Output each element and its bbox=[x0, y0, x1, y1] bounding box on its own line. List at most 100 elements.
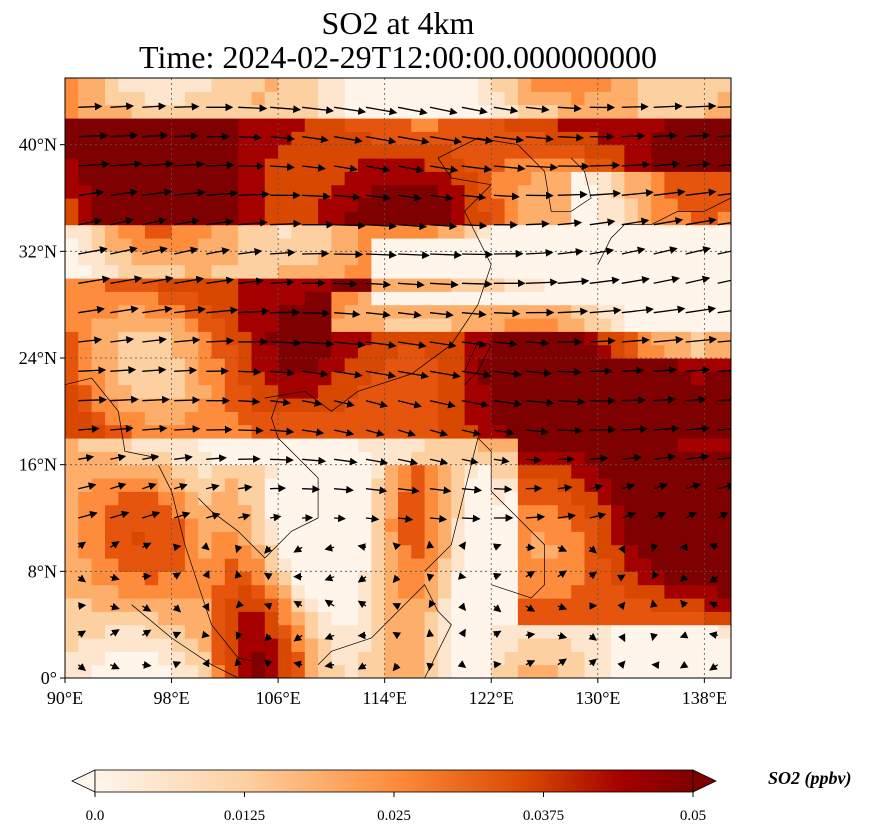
field-cell bbox=[198, 264, 213, 279]
field-cell bbox=[584, 518, 599, 532]
field-cell bbox=[331, 624, 346, 639]
field-cell bbox=[544, 598, 559, 612]
field-cell bbox=[597, 344, 612, 359]
field-cell bbox=[611, 571, 625, 586]
field-cell bbox=[144, 584, 159, 599]
field-cell bbox=[571, 344, 586, 359]
wind-arrow bbox=[717, 428, 731, 431]
field-cell bbox=[224, 464, 239, 479]
field-cell bbox=[637, 558, 652, 572]
field-cell bbox=[331, 158, 346, 172]
wind-arrow bbox=[557, 277, 590, 286]
field-cell bbox=[171, 264, 186, 279]
wind-arrow bbox=[238, 218, 268, 227]
field-cell bbox=[251, 664, 266, 678]
field-cell bbox=[424, 198, 439, 212]
field-cell bbox=[597, 78, 612, 92]
field-cell bbox=[491, 118, 506, 132]
gridlines bbox=[65, 78, 731, 678]
field-cell bbox=[318, 584, 332, 599]
field-cell bbox=[624, 251, 639, 266]
field-cell bbox=[278, 344, 292, 359]
field-cell bbox=[344, 304, 359, 319]
field-cell bbox=[184, 518, 199, 532]
field-cell bbox=[398, 411, 412, 426]
field-cell bbox=[717, 91, 731, 106]
field-cell bbox=[677, 158, 692, 172]
field-cell bbox=[597, 624, 612, 639]
field-cell bbox=[504, 91, 519, 106]
wind-arrow bbox=[174, 305, 206, 314]
field-cell bbox=[557, 78, 572, 92]
field-cell bbox=[224, 598, 239, 612]
field-cell bbox=[251, 331, 266, 346]
field-cell bbox=[704, 291, 719, 306]
field-cell bbox=[238, 198, 253, 212]
field-cell bbox=[291, 611, 306, 626]
field-cell bbox=[131, 238, 146, 252]
field-cell bbox=[517, 118, 532, 132]
wind-arrow bbox=[293, 633, 303, 642]
field-cell bbox=[291, 171, 306, 186]
field-cell bbox=[664, 438, 679, 452]
field-cell bbox=[717, 398, 731, 412]
coastline bbox=[264, 137, 545, 412]
field-cell bbox=[291, 664, 306, 678]
field-cell bbox=[504, 598, 519, 612]
field-cell bbox=[477, 118, 492, 132]
field-cell bbox=[411, 144, 426, 159]
field-cell bbox=[664, 91, 679, 106]
field-cell bbox=[557, 144, 572, 159]
field-cell bbox=[91, 91, 106, 106]
field-cell bbox=[158, 224, 173, 239]
wind-arrow bbox=[201, 542, 210, 551]
field-cell bbox=[664, 624, 679, 639]
field-cell bbox=[491, 384, 506, 399]
wind-arrow bbox=[333, 164, 358, 173]
field-cell bbox=[504, 118, 519, 132]
field-cell bbox=[651, 144, 665, 159]
wind-arrow bbox=[525, 543, 536, 552]
field-cell bbox=[91, 558, 106, 572]
field-cell bbox=[331, 544, 346, 559]
field-cell bbox=[651, 291, 665, 306]
field-cell bbox=[358, 304, 372, 319]
field-cell bbox=[184, 411, 199, 426]
field-cell bbox=[717, 584, 731, 599]
field-cell bbox=[464, 318, 479, 332]
field-cell bbox=[717, 624, 731, 639]
field-cell bbox=[664, 291, 679, 306]
field-cell bbox=[91, 251, 106, 266]
field-cell bbox=[571, 291, 586, 306]
field-cell bbox=[664, 611, 679, 626]
field-cell bbox=[691, 291, 705, 306]
field-cell bbox=[531, 464, 546, 479]
field-cell bbox=[224, 78, 239, 92]
wind-arrow bbox=[588, 658, 597, 667]
field-cell bbox=[251, 504, 266, 519]
wind-arrow bbox=[621, 276, 650, 284]
field-cell bbox=[358, 558, 372, 572]
field-cell bbox=[251, 611, 266, 626]
field-cell bbox=[291, 91, 306, 106]
field-cell bbox=[264, 358, 279, 372]
field-cell bbox=[171, 78, 186, 92]
field-cell bbox=[691, 171, 705, 186]
field-cell bbox=[384, 198, 399, 212]
field-cell bbox=[637, 598, 652, 612]
wind-arrow bbox=[621, 132, 646, 140]
wind-arrow bbox=[621, 453, 643, 462]
wind-arrow bbox=[270, 338, 302, 347]
field-cell bbox=[651, 211, 665, 226]
wind-arrow bbox=[621, 483, 636, 491]
field-cell bbox=[304, 651, 319, 666]
field-cell bbox=[677, 438, 692, 452]
field-cell bbox=[438, 558, 452, 572]
field-cell bbox=[144, 251, 159, 266]
field-cell bbox=[278, 624, 292, 639]
field-cell bbox=[557, 478, 572, 492]
field-cell bbox=[318, 358, 332, 372]
field-cell bbox=[504, 558, 519, 572]
field-cell bbox=[344, 144, 359, 159]
wind-arrow bbox=[270, 163, 295, 171]
